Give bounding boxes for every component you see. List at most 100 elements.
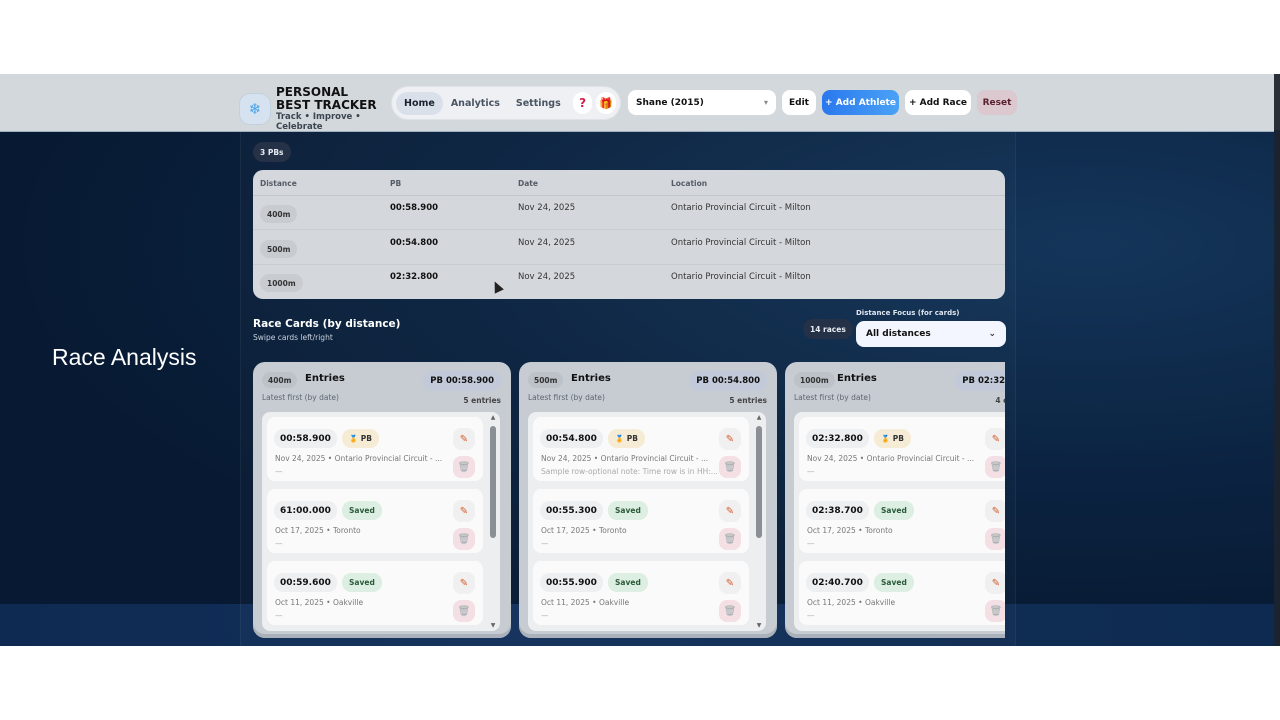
saved-badge: Saved <box>608 573 648 592</box>
race-card-1000m: 1000m Entries Latest first (by date) PB … <box>785 362 1005 638</box>
trash-icon[interactable]: 🗑 <box>985 600 1005 622</box>
entry-time: 02:38.700 <box>806 501 869 520</box>
reset-button[interactable]: Reset <box>977 90 1017 115</box>
athlete-select[interactable]: Shane (2015) ▾ <box>628 90 776 115</box>
list-item: 00:58.900 🏅 PB Nov 24, 2025 • Ontario Pro… <box>267 417 483 481</box>
race-cards-subtitle: Swipe cards left/right <box>253 333 333 342</box>
entry-time: 02:32.800 <box>806 429 869 448</box>
pb-badge: 🏅 PB <box>342 429 379 448</box>
entry-time: 02:40.700 <box>806 573 869 592</box>
app-title: PERSONAL BEST TRACKER <box>276 85 377 112</box>
entry-meta: Oct 17, 2025 • Toronto <box>275 526 361 535</box>
pb-date: Nov 24, 2025 <box>518 238 576 248</box>
pencil-icon[interactable]: ✎ <box>719 500 741 522</box>
scroll-down-icon[interactable]: ▼ <box>490 622 496 629</box>
list-item: 00:55.900 Saved Oct 11, 2025 • Oakville … <box>533 561 749 625</box>
list-item: 61:00.000 Saved Oct 17, 2025 • Toronto —… <box>267 489 483 553</box>
scroll-up-icon[interactable]: ▲ <box>756 414 762 421</box>
pb-time: 00:54.800 <box>390 238 439 248</box>
race-card-400m: 400m Entries Latest first (by date) PB 0… <box>253 362 511 638</box>
card-entry-count: 5 entries <box>729 396 767 405</box>
snowflake-icon: ❄ <box>240 94 270 124</box>
add-race-button[interactable]: + Add Race <box>905 90 971 115</box>
scroll-down-icon[interactable]: ▼ <box>756 622 762 629</box>
pb-location: Ontario Provincial Circuit - Milton <box>671 238 811 248</box>
entry-note: — <box>541 611 549 620</box>
page-scrollbar-thumb[interactable] <box>1274 74 1280 130</box>
trash-icon[interactable]: 🗑 <box>719 456 741 478</box>
trash-icon[interactable]: 🗑 <box>719 600 741 622</box>
table-row: 500m 00:54.800 Nov 24, 2025 Ontario Prov… <box>253 231 1005 265</box>
races-count-badge: 14 races <box>803 319 853 339</box>
card-distance-pill: 400m <box>262 372 298 388</box>
entry-time: 00:59.600 <box>274 573 337 592</box>
entry-note: — <box>541 539 549 548</box>
edit-athlete-button[interactable]: Edit <box>782 90 816 115</box>
trash-icon[interactable]: 🗑 <box>453 528 475 550</box>
list-item: 00:55.300 Saved Oct 17, 2025 • Toronto —… <box>533 489 749 553</box>
pencil-icon[interactable]: ✎ <box>719 428 741 450</box>
entry-note: — <box>275 539 283 548</box>
entry-meta: Nov 24, 2025 • Ontario Provincial Circui… <box>541 454 709 463</box>
card-title: Entries <box>305 373 345 384</box>
table-row: 400m 00:58.900 Nov 24, 2025 Ontario Prov… <box>253 196 1005 230</box>
nav-settings[interactable]: Settings <box>515 97 561 109</box>
scrollbar-thumb[interactable] <box>756 426 762 538</box>
saved-badge: Saved <box>342 573 382 592</box>
entry-note: — <box>807 611 815 620</box>
nav-analytics[interactable]: Analytics <box>450 97 500 109</box>
distance-focus-value: All distances <box>866 329 931 339</box>
trash-icon[interactable]: 🗑 <box>985 528 1005 550</box>
distance-pill: 500m <box>260 240 298 258</box>
chevron-down-icon: ▾ <box>763 98 768 107</box>
app-subtitle: Track • Improve • Celebrate <box>276 112 361 132</box>
trash-icon[interactable]: 🗑 <box>453 600 475 622</box>
entry-time: 00:55.900 <box>540 573 603 592</box>
scroll-up-icon[interactable]: ▲ <box>490 414 496 421</box>
entry-meta: Nov 24, 2025 • Ontario Provincial Circui… <box>275 454 443 463</box>
page-scrollbar[interactable] <box>1274 74 1280 646</box>
race-cards-title: Race Cards (by distance) <box>253 318 401 330</box>
entries-scrollbar[interactable]: ▲ ▼ <box>489 414 497 629</box>
main-nav: Home Analytics Settings ? 🎁 <box>392 87 620 119</box>
entry-note: Sample row-optional note: Time row is in… <box>541 467 718 476</box>
pencil-icon[interactable]: ✎ <box>453 500 475 522</box>
pencil-icon[interactable]: ✎ <box>985 428 1005 450</box>
scrollbar-thumb[interactable] <box>490 426 496 538</box>
pb-count-badge: 3 PBs <box>253 142 291 162</box>
trash-icon[interactable]: 🗑 <box>985 456 1005 478</box>
entries-scrollbar[interactable]: ▲ ▼ <box>755 414 763 629</box>
add-athlete-button[interactable]: + Add Athlete <box>822 90 899 115</box>
nav-home[interactable]: Home <box>396 91 443 115</box>
entry-meta: Oct 17, 2025 • Toronto <box>807 526 893 535</box>
entry-meta: Oct 11, 2025 • Oakville <box>541 598 630 607</box>
pencil-icon[interactable]: ✎ <box>719 572 741 594</box>
entry-time: 00:58.900 <box>274 429 337 448</box>
card-distance-pill: 500m <box>528 372 564 388</box>
pb-time: 02:32.800 <box>390 272 439 282</box>
pb-location: Ontario Provincial Circuit - Milton <box>671 272 811 282</box>
pencil-icon[interactable]: ✎ <box>985 572 1005 594</box>
card-pb-badge: PB 00:58.900 <box>423 371 501 391</box>
race-cards-carousel[interactable]: 400m Entries Latest first (by date) PB 0… <box>253 362 1005 640</box>
trash-icon[interactable]: 🗑 <box>719 528 741 550</box>
list-item: 02:38.700 Saved Oct 17, 2025 • Toronto —… <box>799 489 1005 553</box>
distance-pill: 400m <box>260 205 298 223</box>
entry-note: — <box>807 467 815 476</box>
list-item: 00:54.800 🏅 PB Nov 24, 2025 • Ontario Pro… <box>533 417 749 481</box>
gift-icon[interactable]: 🎁 <box>596 92 616 114</box>
distance-focus-label: Distance Focus (for cards) <box>856 309 960 317</box>
entry-note: — <box>275 611 283 620</box>
main-content: 3 PBs Distance PB Date Location 400m 00:… <box>240 132 1016 646</box>
pencil-icon[interactable]: ✎ <box>453 572 475 594</box>
entry-meta: Oct 17, 2025 • Toronto <box>541 526 627 535</box>
pencil-icon[interactable]: ✎ <box>985 500 1005 522</box>
pencil-icon[interactable]: ✎ <box>453 428 475 450</box>
entry-time: 61:00.000 <box>274 501 337 520</box>
help-icon[interactable]: ? <box>572 92 593 114</box>
column-header-pb: PB <box>390 179 402 188</box>
trash-icon[interactable]: 🗑 <box>453 456 475 478</box>
saved-badge: Saved <box>342 501 382 520</box>
distance-focus-select[interactable]: All distances ⌄ <box>856 321 1006 347</box>
entry-note: — <box>807 539 815 548</box>
